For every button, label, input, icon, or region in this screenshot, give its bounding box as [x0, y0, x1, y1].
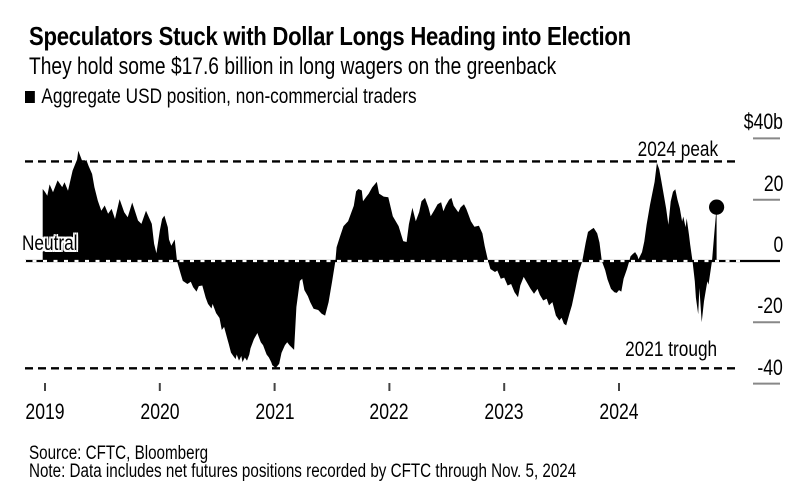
latest-value-dot: [709, 199, 725, 215]
legend: Aggregate USD position, non-commercial t…: [25, 85, 417, 109]
page-title: Speculators Stuck with Dollar Longs Head…: [29, 21, 631, 51]
x-axis-label: 2024: [599, 399, 639, 424]
y-axis-label: 20: [763, 170, 783, 196]
source-note: Source: CFTC, Bloomberg: [29, 443, 209, 464]
annotation-2024-peak: 2024 peak: [637, 138, 718, 161]
x-axis-label: 2023: [484, 399, 524, 424]
x-axis-label: 2019: [25, 399, 65, 424]
x-axis-label: 2020: [140, 399, 180, 424]
y-axis-label: $40b: [743, 109, 783, 135]
y-axis-label: 0: [773, 232, 783, 257]
y-axis-label: -20: [757, 293, 783, 319]
usd-position-area-series: [42, 150, 717, 368]
legend-label: Aggregate USD position, non-commercial t…: [41, 85, 417, 108]
annotation-2021-trough: 2021 trough: [625, 338, 717, 361]
legend-swatch-icon: [25, 91, 35, 103]
x-axis-label: 2022: [369, 399, 409, 424]
data-note: Note: Data includes net futures position…: [29, 461, 577, 482]
x-axis-label: 2021: [255, 399, 295, 424]
annotation-neutral: Neutral: [22, 232, 78, 255]
y-axis-label: -40: [757, 354, 783, 380]
chart-subtitle: They hold some $17.6 billion in long wag…: [29, 53, 557, 80]
